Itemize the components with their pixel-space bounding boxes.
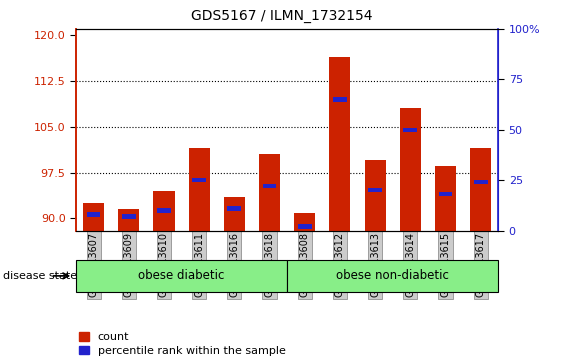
Bar xyxy=(294,213,315,231)
Bar xyxy=(474,180,488,184)
Bar xyxy=(439,192,452,196)
Bar xyxy=(400,109,421,231)
Bar xyxy=(263,184,276,188)
Bar xyxy=(157,208,171,213)
Bar xyxy=(368,188,382,192)
Bar xyxy=(189,148,210,231)
Bar xyxy=(87,212,100,217)
Bar xyxy=(193,178,206,182)
Text: GDS5167 / ILMN_1732154: GDS5167 / ILMN_1732154 xyxy=(191,9,372,23)
Bar xyxy=(404,127,417,132)
Bar xyxy=(153,191,175,231)
Bar xyxy=(470,148,491,231)
Bar xyxy=(329,57,350,231)
Bar xyxy=(435,166,456,231)
Text: obese non-diabetic: obese non-diabetic xyxy=(336,269,449,282)
Legend: count, percentile rank within the sample: count, percentile rank within the sample xyxy=(79,332,285,356)
Bar xyxy=(259,154,280,231)
Bar xyxy=(118,209,140,231)
Bar xyxy=(122,214,136,219)
Text: obese diabetic: obese diabetic xyxy=(138,269,225,282)
Text: disease state: disease state xyxy=(3,271,77,281)
Bar xyxy=(298,224,311,229)
Bar xyxy=(83,203,104,231)
Bar xyxy=(227,206,241,211)
Bar xyxy=(365,160,386,231)
Bar xyxy=(333,97,347,102)
Bar xyxy=(224,197,245,231)
